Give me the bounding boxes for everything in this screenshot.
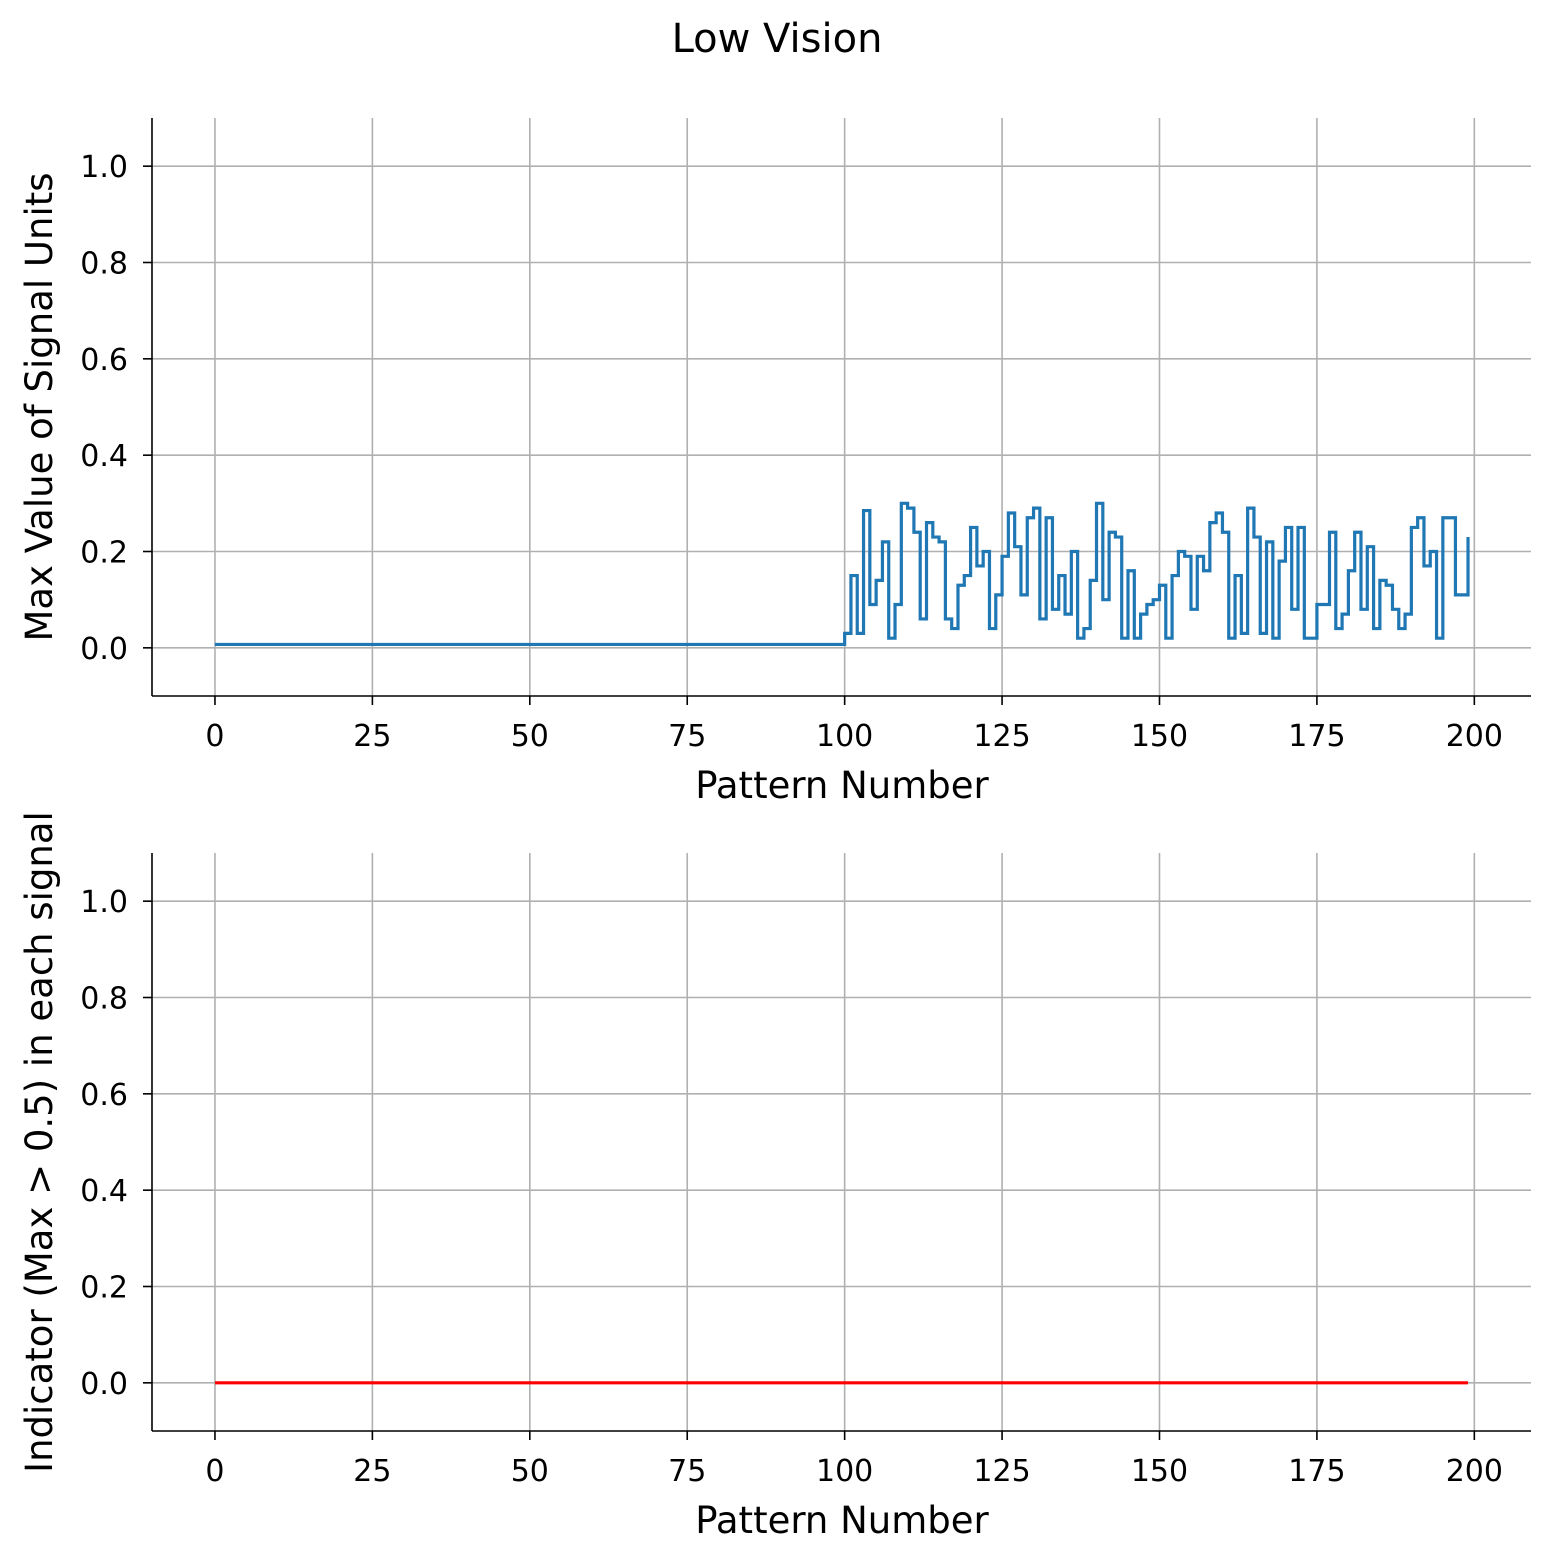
x-axis-label-bottom: Pattern Number: [695, 1499, 989, 1542]
y-tick-label: 0.2: [80, 536, 128, 571]
figure-title: Low Vision: [672, 16, 883, 62]
x-tick-label: 150: [1131, 719, 1188, 754]
x-tick-label: 50: [511, 1454, 549, 1489]
x-tick-label: 100: [816, 719, 873, 754]
grid-top: [152, 118, 1531, 696]
axes-bottom: [143, 853, 1531, 1440]
x-tick-label: 100: [816, 1454, 873, 1489]
y-tick-label: 0.8: [80, 982, 128, 1017]
y-tick-label: 0.4: [80, 439, 128, 474]
y-tick-label: 0.2: [80, 1271, 128, 1306]
x-tick-label: 0: [205, 1454, 224, 1489]
y-tick-label: 0.6: [80, 343, 128, 378]
axes-top: [143, 118, 1531, 705]
x-tick-label: 75: [668, 719, 706, 754]
y-tick-label: 1.0: [80, 150, 128, 185]
y-tick-label: 0.0: [80, 1367, 128, 1402]
x-tick-label: 0: [205, 719, 224, 754]
panel-bottom: 0 25 50 75 100 125 150 175 200 0.0 0.2 0.4 0.6 0.8 1.0…: [18, 811, 1531, 1542]
plot-area-top: [214, 501, 1470, 647]
series-line-top: [214, 501, 1470, 647]
y-axis-label-top: Max Value of Signal Units: [18, 172, 61, 641]
panel-top: 0 25 50 75 100 125 150 175 200 0.0 0.2 0.4 0.6 0.8 1.0…: [18, 118, 1531, 807]
x-tick-label: 25: [353, 1454, 391, 1489]
x-axis-label-top: Pattern Number: [695, 764, 989, 807]
y-tick-label: 0.4: [80, 1174, 128, 1209]
x-tick-label: 75: [668, 1454, 706, 1489]
x-tick-label: 175: [1288, 719, 1345, 754]
x-tick-label: 150: [1131, 1454, 1188, 1489]
grid-bottom: [152, 853, 1531, 1431]
y-tick-label: 0.6: [80, 1078, 128, 1113]
x-tick-label: 175: [1288, 1454, 1345, 1489]
y-axis-label-bottom: Indicator (Max > 0.5) in each signal: [18, 811, 61, 1473]
x-tick-label: 200: [1446, 1454, 1503, 1489]
tick-labels-bottom: 0 25 50 75 100 125 150 175 200 0.0 0.2 0.4 0.6 0.8 1.0: [80, 885, 1503, 1489]
x-tick-label: 25: [353, 719, 391, 754]
y-tick-label: 0.0: [80, 632, 128, 667]
x-tick-label: 200: [1446, 719, 1503, 754]
x-tick-label: 125: [973, 719, 1030, 754]
tick-labels-top: 0 25 50 75 100 125 150 175 200 0.0 0.2 0.4 0.6 0.8 1.0: [80, 150, 1503, 754]
y-tick-label: 1.0: [80, 885, 128, 920]
x-tick-label: 50: [511, 719, 549, 754]
x-tick-label: 125: [973, 1454, 1030, 1489]
y-tick-label: 0.8: [80, 247, 128, 282]
